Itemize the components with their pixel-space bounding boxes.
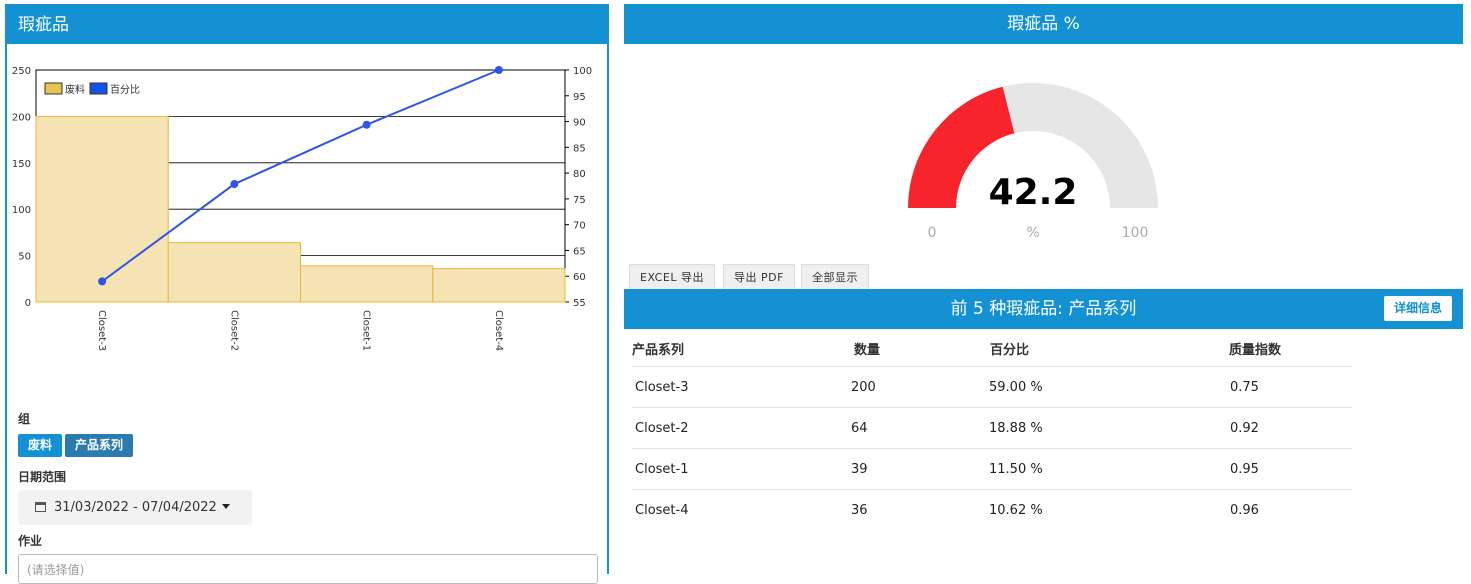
- col-header-quantity: 数量: [854, 343, 881, 358]
- col-header-percent: 百分比: [990, 343, 1030, 358]
- calendar-icon: [35, 502, 46, 512]
- top5-header: 前 5 种瑕疵品: 产品系列 详细信息: [624, 289, 1463, 329]
- y-left-tick-label: 150: [12, 159, 31, 170]
- y-left-tick-label: 0: [25, 298, 31, 309]
- gauge-fill: [908, 86, 1015, 208]
- y-right-tick-label: 95: [573, 92, 586, 103]
- bar-closet-3: [35, 115, 169, 303]
- cell-product: Closet-1: [635, 462, 689, 477]
- job-select[interactable]: (请选择值): [18, 554, 598, 584]
- cell-percent: 11.50 %: [989, 462, 1043, 477]
- gauge-value: 42.2: [989, 172, 1078, 213]
- x-tick-label: Closet-4: [493, 310, 504, 351]
- y-right-tick-label: 70: [573, 221, 586, 232]
- cell-quality: 0.95: [1230, 462, 1259, 477]
- table-row[interactable]: Closet-4 36 10.62 % 0.96: [632, 489, 1352, 530]
- cell-quality: 0.75: [1230, 380, 1259, 395]
- percent-line: [101, 69, 500, 283]
- y-right-tick-label: 100: [573, 66, 592, 77]
- cell-percent: 18.88 %: [989, 421, 1043, 436]
- y-right-tick-label: 75: [573, 195, 586, 206]
- y-left-tick-label: 100: [12, 205, 31, 216]
- bar-closet-1: [300, 265, 434, 303]
- cell-percent: 10.62 %: [989, 503, 1043, 518]
- percent-point-closet-1: [362, 120, 371, 129]
- cell-quantity: 36: [851, 503, 868, 518]
- bar-closet-4: [432, 268, 566, 303]
- group-scrap-button[interactable]: 废料: [18, 434, 63, 457]
- show-all-button[interactable]: 全部显示: [801, 264, 869, 289]
- y-left-tick-label: 250: [12, 66, 31, 77]
- x-tick-label: Closet-3: [96, 310, 107, 351]
- details-button[interactable]: 详细信息: [1383, 296, 1452, 321]
- cell-quantity: 39: [851, 462, 868, 477]
- x-tick-label: Closet-1: [361, 310, 372, 351]
- table-row[interactable]: Closet-2 64 18.88 % 0.92: [632, 407, 1352, 448]
- excel-export-button[interactable]: EXCEL 导出: [629, 264, 715, 289]
- percent-point-closet-4: [494, 66, 503, 74]
- percent-point-closet-2: [230, 180, 239, 189]
- y-right-tick-label: 80: [573, 169, 586, 180]
- gauge-unit-label: %: [1026, 225, 1039, 241]
- legend-swatch-scrap: [44, 82, 63, 95]
- y-right-tick-label: 90: [573, 118, 586, 129]
- panel-title: 瑕疵品: [7, 6, 607, 44]
- x-tick-label: Closet-2: [228, 310, 239, 351]
- bar-closet-2: [167, 242, 301, 303]
- col-header-product-family: 产品系列: [632, 343, 685, 358]
- gauge-min-label: 0: [928, 225, 937, 241]
- y-left-tick-label: 50: [18, 252, 31, 263]
- cell-percent: 59.00 %: [989, 380, 1043, 395]
- y-right-tick-label: 85: [573, 143, 586, 154]
- percent-point-closet-3: [98, 277, 107, 286]
- date-range-label: 日期范围: [18, 470, 67, 484]
- group-label: 组: [18, 412, 31, 426]
- pdf-export-button[interactable]: 导出 PDF: [723, 264, 795, 289]
- y-right-tick-label: 60: [573, 272, 586, 283]
- cell-quality: 0.96: [1230, 503, 1259, 518]
- defect-percent-gauge: 42.2 0 % 100: [908, 83, 1158, 241]
- defects-panel: 瑕疵品 0 50 100 150 200 250 55 60 65 70 75 80 85 90 95 100…: [5, 4, 609, 584]
- table-row[interactable]: Closet-3 200 59.00 % 0.75: [632, 366, 1352, 407]
- cell-product: Closet-2: [635, 421, 689, 436]
- col-header-quality-index: 质量指数: [1229, 343, 1282, 358]
- cell-quality: 0.92: [1230, 421, 1259, 436]
- caret-down-icon: [221, 504, 230, 509]
- y-right-tick-label: 65: [573, 246, 586, 257]
- legend-swatch-percent: [89, 82, 108, 95]
- table-row[interactable]: Closet-1 39 11.50 % 0.95: [632, 448, 1352, 489]
- y-left-tick-label: 200: [12, 112, 31, 123]
- job-label: 作业: [18, 534, 43, 548]
- cell-product: Closet-3: [635, 380, 689, 395]
- gauge-title: 瑕疵品 %: [624, 4, 1463, 44]
- date-range-value: 31/03/2022 - 07/04/2022: [54, 500, 217, 515]
- gauge-max-label: 100: [1122, 225, 1149, 241]
- cell-quantity: 200: [851, 380, 876, 395]
- cell-product: Closet-4: [635, 503, 689, 518]
- y-right-tick-label: 55: [573, 298, 586, 309]
- date-range-picker[interactable]: 31/03/2022 - 07/04/2022: [18, 490, 252, 525]
- cell-quantity: 64: [851, 421, 868, 436]
- legend-label-percent: 百分比: [110, 84, 140, 96]
- legend-label-scrap: 废料: [65, 83, 85, 96]
- pareto-chart: 0 50 100 150 200 250 55 60 65 70 75 80 85 90 95 100 Clos…: [12, 66, 592, 351]
- group-product-family-button[interactable]: 产品系列: [65, 434, 134, 457]
- top5-title: 前 5 种瑕疵品: 产品系列: [950, 299, 1137, 319]
